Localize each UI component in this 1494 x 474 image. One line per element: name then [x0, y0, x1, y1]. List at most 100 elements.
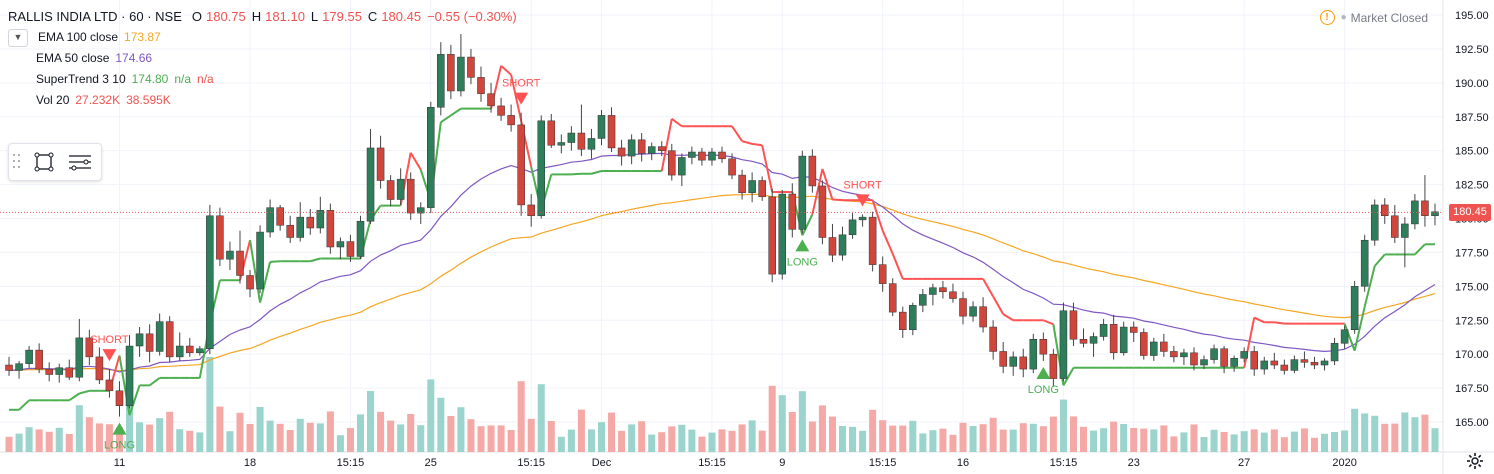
time-axis-label: Dec: [592, 457, 612, 469]
indicator-name: Vol 20: [36, 93, 70, 107]
volume-bar: [1270, 429, 1278, 452]
candle-body: [447, 54, 455, 92]
volume-bar: [1351, 408, 1359, 452]
volume-bar: [336, 435, 344, 452]
drag-handle-icon[interactable]: [13, 154, 23, 170]
volume-bar: [427, 379, 435, 452]
candle-body: [1170, 351, 1178, 358]
candle-body: [868, 216, 877, 265]
time-axis-label: 18: [244, 457, 256, 469]
indicator-ema100[interactable]: ▼ EMA 100 close 173.87: [8, 27, 517, 48]
volume-bar: [1431, 428, 1439, 452]
volume-bar: [939, 428, 947, 452]
candle-body: [1180, 352, 1188, 358]
candle-body: [969, 306, 977, 317]
candle-body: [979, 306, 987, 328]
candle-body: [1290, 359, 1299, 371]
rectangle-tool-button[interactable]: [29, 147, 59, 177]
indicator-value-down: n/a: [197, 72, 214, 86]
supertrend-segment: [982, 278, 995, 298]
warning-icon[interactable]: !: [1319, 10, 1335, 25]
volume-bar: [798, 391, 806, 452]
long-signal-arrow: [112, 422, 127, 435]
candle-body: [115, 390, 124, 406]
volume-bar: [567, 429, 575, 452]
volume-bar: [778, 395, 786, 452]
symbol-title[interactable]: RALLIS INDIA LTD · 60 · NSE: [8, 9, 182, 24]
market-status[interactable]: ! ● Market Closed: [1319, 10, 1428, 25]
candle-body: [1019, 356, 1028, 370]
short-signal-arrow: [855, 194, 870, 207]
candle-body: [45, 368, 53, 375]
status-dot-icon: ●: [1340, 12, 1347, 23]
indicator-supertrend[interactable]: SuperTrend 3 10 174.80 n/a n/a: [8, 69, 517, 90]
volume-bar: [367, 391, 375, 452]
candle-body: [768, 196, 776, 275]
volume-bar: [1290, 431, 1298, 452]
volume-bar: [85, 417, 93, 452]
volume-bar: [407, 414, 415, 452]
short-signal-label: SHORT: [502, 78, 541, 90]
supertrend-segment: [821, 168, 834, 200]
volume-bar: [1100, 428, 1108, 452]
indicator-volume[interactable]: Vol 20 27.232K 38.595K: [8, 90, 517, 111]
candle-body: [75, 337, 84, 378]
symbol-line: RALLIS INDIA LTD · 60 · NSE O 180.75 H 181…: [8, 6, 517, 27]
gear-icon[interactable]: [1466, 452, 1484, 470]
candle-body: [326, 210, 335, 248]
volume-bar: [95, 423, 103, 452]
chevron-down-icon[interactable]: ▼: [8, 28, 28, 47]
candle-body: [929, 287, 937, 295]
settings-lines-button[interactable]: [65, 147, 95, 177]
indicator-value: 174.80: [131, 72, 169, 86]
supertrend-segment: [128, 385, 141, 416]
volume-bar: [306, 422, 314, 452]
candle-body: [175, 345, 184, 358]
candle-body: [1370, 204, 1379, 241]
volume-bar: [186, 430, 194, 452]
candle-body: [1431, 211, 1439, 217]
volume-bar: [547, 421, 555, 452]
indicator-ema50[interactable]: EMA 50 close 174.66: [8, 48, 517, 69]
volume-bar: [126, 400, 134, 452]
supertrend-segment: [891, 253, 904, 280]
candle-body: [1330, 343, 1339, 362]
supertrend-segment: [1363, 265, 1376, 307]
supertrend-segment: [249, 240, 262, 303]
supertrend-segment: [450, 107, 462, 117]
candle-body: [1230, 357, 1238, 367]
volume-bar: [1009, 429, 1017, 452]
drawing-toolbar[interactable]: [8, 143, 102, 181]
volume-bar: [718, 429, 726, 452]
candle-body: [1340, 329, 1349, 344]
volume-bar: [457, 407, 465, 452]
candle-body: [688, 151, 696, 158]
candle-body: [366, 147, 375, 222]
volume-bar: [397, 424, 405, 452]
supertrend-segment: [881, 230, 894, 255]
volume-bar: [728, 430, 736, 452]
volume-bar: [5, 436, 13, 452]
time-axis-label: 9: [779, 457, 785, 469]
candle-body: [647, 146, 656, 154]
volume-bar: [919, 433, 927, 452]
volume-bar: [577, 409, 585, 452]
price-axis-label: 175.00: [1455, 281, 1489, 293]
volume-bar: [587, 429, 595, 452]
price-axis-label: 172.50: [1455, 315, 1489, 327]
volume-bar: [417, 425, 425, 452]
candle-body: [125, 345, 134, 406]
volume-bar: [146, 424, 154, 452]
candle-body: [1401, 223, 1409, 238]
volume-bar: [1280, 437, 1288, 452]
price-axis-label: 165.00: [1455, 417, 1489, 429]
volume-bar: [477, 426, 485, 452]
candle-body: [487, 93, 495, 107]
candle-body: [1240, 351, 1248, 359]
candle-body: [587, 138, 596, 150]
supertrend-segment: [1414, 243, 1426, 256]
candle-body: [1059, 310, 1068, 379]
supertrend-segment: [1353, 306, 1366, 351]
